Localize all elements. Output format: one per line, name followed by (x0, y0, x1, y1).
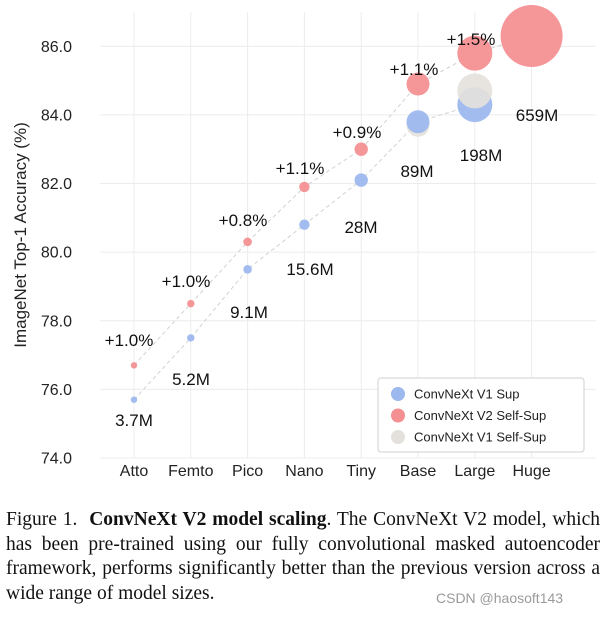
y-tick-label: 84.0 (41, 107, 72, 124)
legend: ConvNeXt V1 Sup ConvNeXt V2 Self-Sup ConvN… (377, 377, 585, 453)
v1-sup-point (243, 265, 252, 274)
model-size-label: 3.7M (115, 411, 153, 430)
grid-lines (100, 12, 596, 459)
legend-v1-self-sup-label: ConvNeXt V1 Self-Sup (414, 430, 546, 445)
x-tick-label: Huge (512, 463, 550, 480)
v2-self-sup-point (354, 142, 368, 156)
scaling-chart: 3.7M 5.2M 9.1M 15.6M 28M 89M 198M 659M +1.0% +1.0… (11, 5, 596, 480)
v2-self-sup-point (130, 362, 138, 369)
v2-self-sup-point (457, 35, 493, 71)
y-axis-label: ImageNet Top-1 Accuracy (%) (11, 122, 30, 348)
model-size-label: 28M (344, 218, 377, 237)
legend-v2-self-sup-marker (391, 408, 405, 423)
model-size-label: 9.1M (230, 303, 268, 322)
y-tick-label: 76.0 (41, 382, 72, 399)
y-tick-label: 86.0 (41, 39, 72, 56)
v2-self-sup-point (406, 72, 430, 96)
v2-self-sup-point (500, 5, 563, 68)
gain-label: +1.1% (276, 159, 325, 178)
y-tick-label: 74.0 (41, 451, 72, 468)
data-labels: 3.7M 5.2M 9.1M 15.6M 28M 89M 198M 659M +1.0% +1.0… (105, 30, 559, 430)
v1-self-sup-point (457, 73, 493, 109)
x-tick-label: Pico (232, 463, 263, 480)
figure-caption: Figure 1. ConvNeXt V2 model scaling. The… (6, 508, 600, 606)
y-tick-label: 82.0 (41, 176, 72, 193)
x-tick-label: Nano (285, 463, 323, 480)
v1-sup-point (354, 173, 368, 187)
gain-label: +1.1% (390, 60, 439, 79)
legend-box (377, 377, 585, 453)
v1-sup-point (406, 110, 430, 134)
model-size-label: 5.2M (172, 370, 210, 389)
y-tick-label: 80.0 (41, 245, 72, 262)
v1-sup-point (187, 334, 195, 342)
legend-v2-self-sup-label: ConvNeXt V2 Self-Sup (414, 408, 546, 423)
x-tick-label: Base (400, 463, 437, 480)
y-tick-label: 78.0 (41, 313, 72, 330)
caption-prefix: Figure 1. (6, 509, 78, 530)
data-points (130, 5, 563, 403)
gain-label: +1.0% (105, 331, 154, 350)
gain-label: +0.9% (333, 123, 382, 142)
x-tick-label: Large (454, 463, 495, 480)
watermark: CSDN @haosoft143 (436, 590, 564, 606)
axis-ticks: 74.0 76.0 78.0 80.0 82.0 84.0 86.0 Atto Femto Pic… (41, 39, 551, 480)
gain-label: +1.5% (447, 30, 496, 49)
v2-self-sup-point (243, 237, 252, 247)
x-tick-label: Femto (168, 463, 213, 480)
model-size-label: 89M (400, 162, 433, 181)
gain-label: +0.8% (219, 211, 268, 230)
legend-v1-sup-marker (391, 387, 405, 401)
model-size-label: 659M (516, 106, 559, 125)
model-size-label: 198M (460, 146, 503, 165)
gain-label: +1.0% (162, 272, 211, 291)
v1-sup-point (299, 219, 310, 230)
model-size-label: 15.6M (286, 260, 333, 279)
caption-title: ConvNeXt V2 model scaling (89, 509, 327, 530)
x-tick-label: Atto (120, 463, 149, 480)
caption-text: . The ConvNeXt V2 model, which has been … (6, 509, 600, 604)
v2-self-sup-point (299, 181, 310, 193)
v2-self-sup-point (187, 299, 195, 308)
v1-sup-point (130, 396, 138, 403)
legend-v1-self-sup-marker (391, 430, 405, 444)
legend-v1-sup-label: ConvNeXt V1 Sup (414, 387, 520, 402)
x-tick-label: Tiny (346, 463, 376, 480)
